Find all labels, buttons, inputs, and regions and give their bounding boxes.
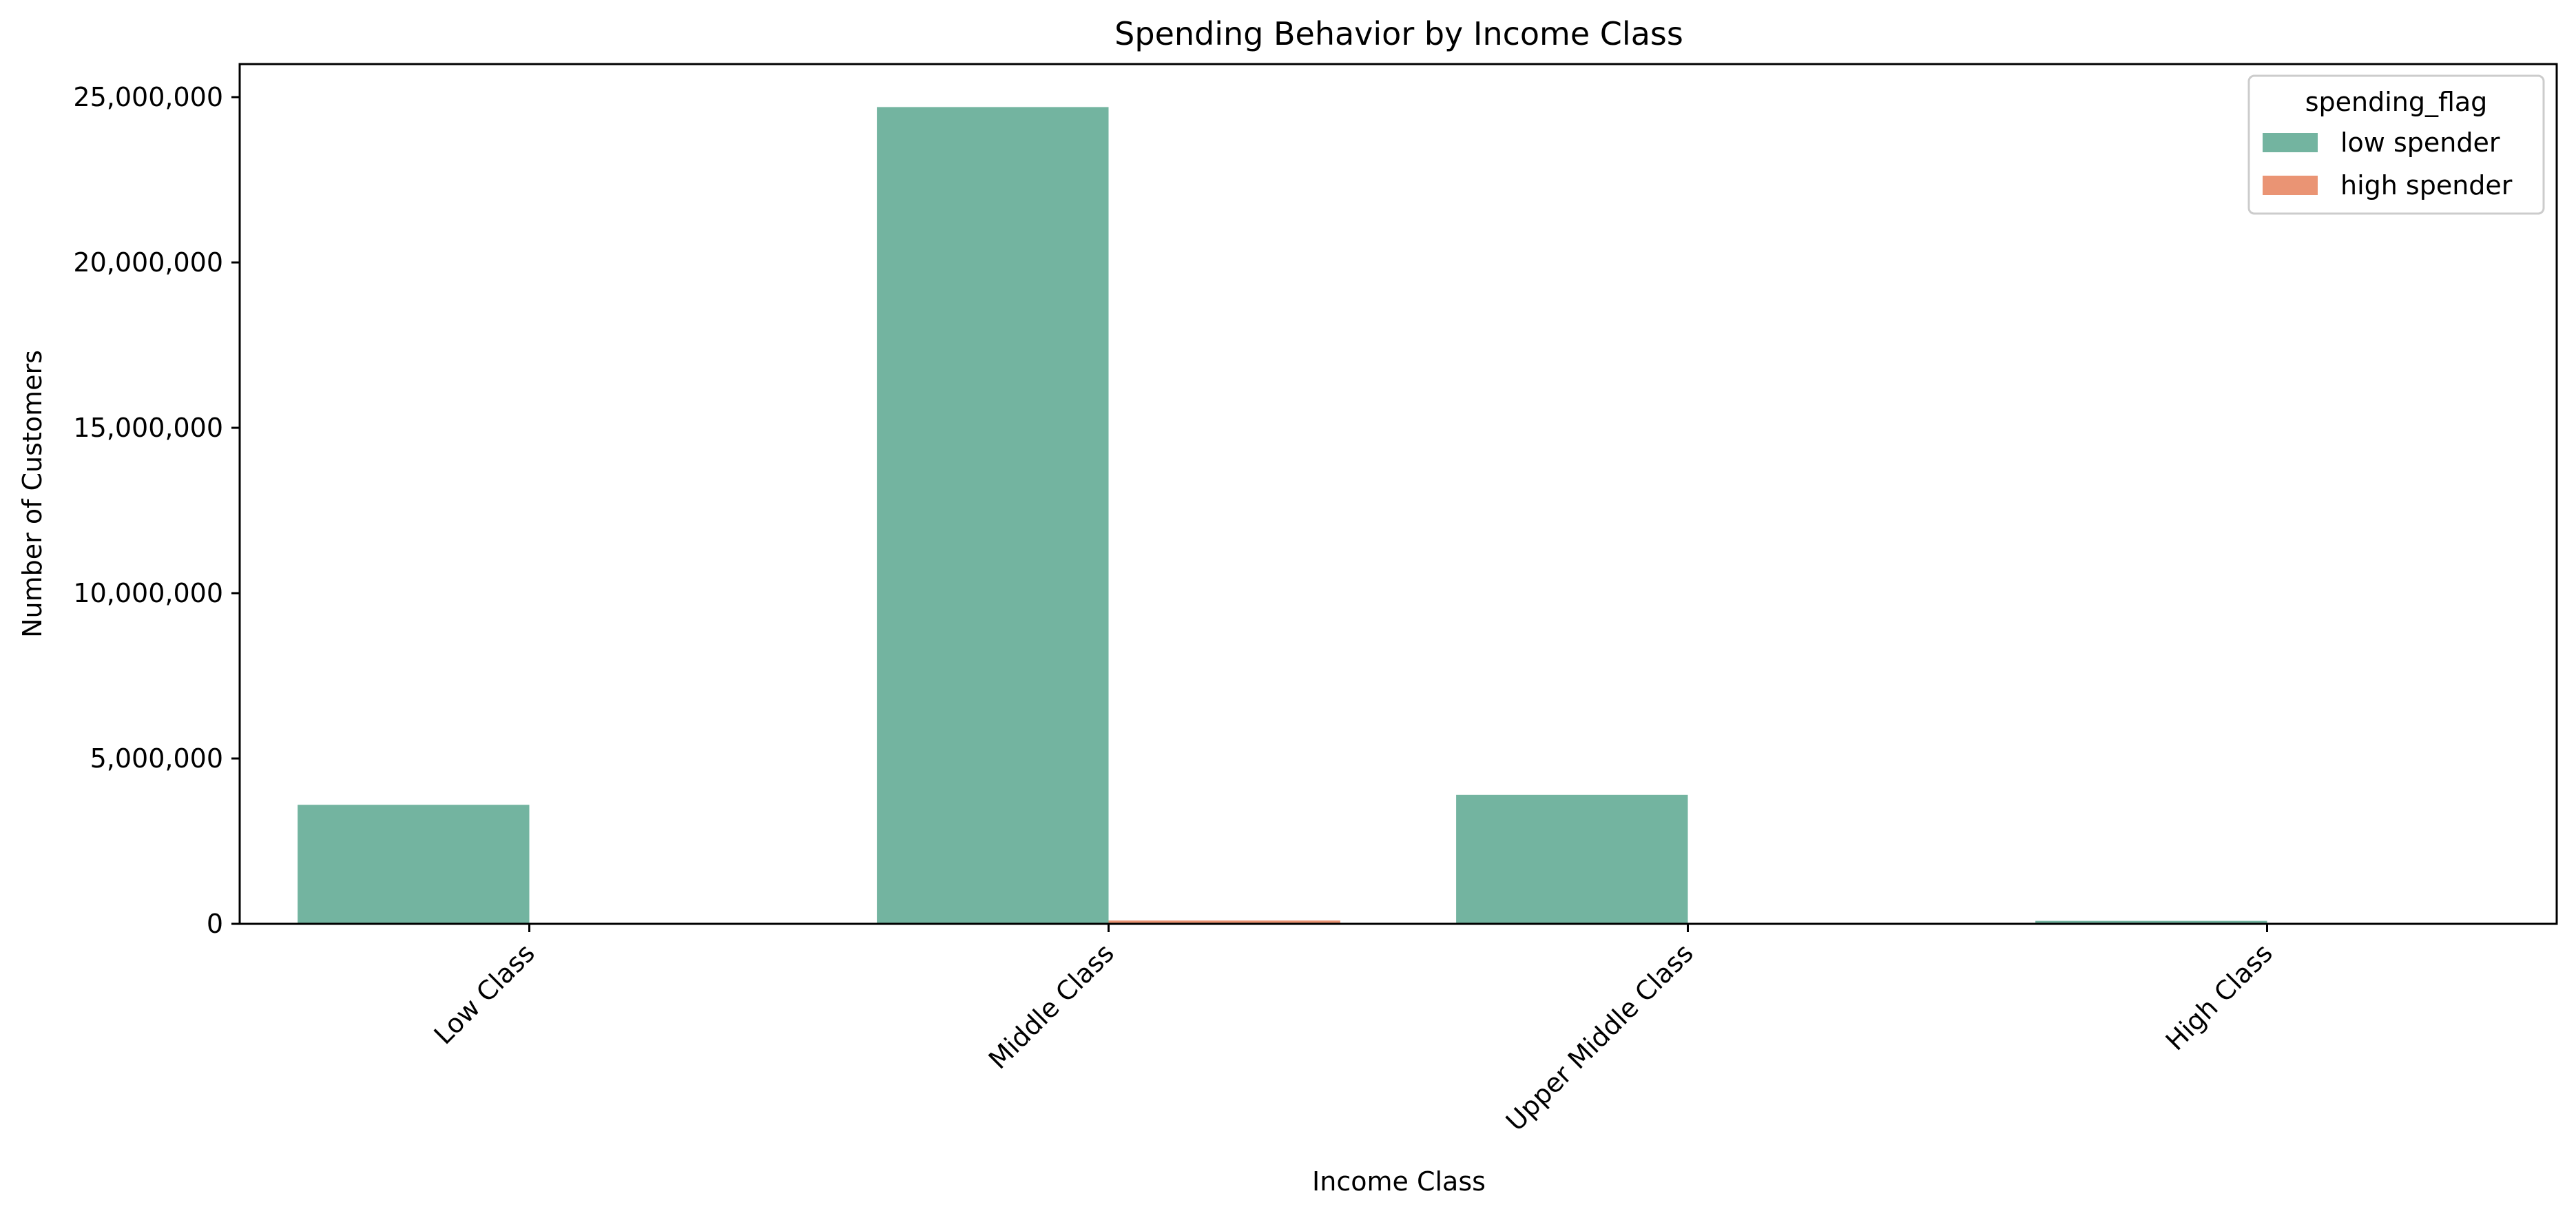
y-tick-label: 20,000,000 bbox=[73, 247, 223, 278]
legend-label-low-spender: low spender bbox=[2340, 127, 2500, 158]
legend: spending_flag low spender high spender bbox=[2247, 74, 2545, 215]
y-axis: 0 5,000,000 10,000,000 15,000,000 20,000,000… bbox=[73, 82, 240, 939]
y-tick-label: 5,000,000 bbox=[90, 743, 223, 774]
x-axis-title: Income Class bbox=[1312, 1166, 1486, 1197]
bar-low-spender-upper-middle-class bbox=[1456, 794, 1688, 924]
chart-title: Spending Behavior by Income Class bbox=[1114, 15, 1683, 52]
bar-low-spender-high-class bbox=[2035, 920, 2267, 924]
bars-group bbox=[298, 107, 2499, 924]
y-tick-label: 25,000,000 bbox=[73, 82, 223, 112]
y-tick-label: 15,000,000 bbox=[73, 413, 223, 443]
bar-high-spender-middle-class bbox=[1108, 920, 1340, 924]
legend-entries: low spender high spender bbox=[2263, 127, 2513, 200]
y-axis-title: Number of Customers bbox=[17, 350, 48, 638]
bar-low-spender-low-class bbox=[298, 805, 530, 924]
legend-swatch-low-spender bbox=[2263, 133, 2318, 152]
y-tick-label: 10,000,000 bbox=[73, 578, 223, 608]
plot-frame bbox=[238, 63, 2558, 925]
legend-swatch-high-spender bbox=[2263, 176, 2318, 195]
legend-frame bbox=[2247, 74, 2545, 215]
legend-label-high-spender: high spender bbox=[2340, 170, 2513, 200]
legend-title: spending_flag bbox=[2305, 87, 2488, 117]
bar-low-spender-middle-class bbox=[877, 107, 1109, 924]
y-tick-label: 0 bbox=[207, 909, 223, 939]
